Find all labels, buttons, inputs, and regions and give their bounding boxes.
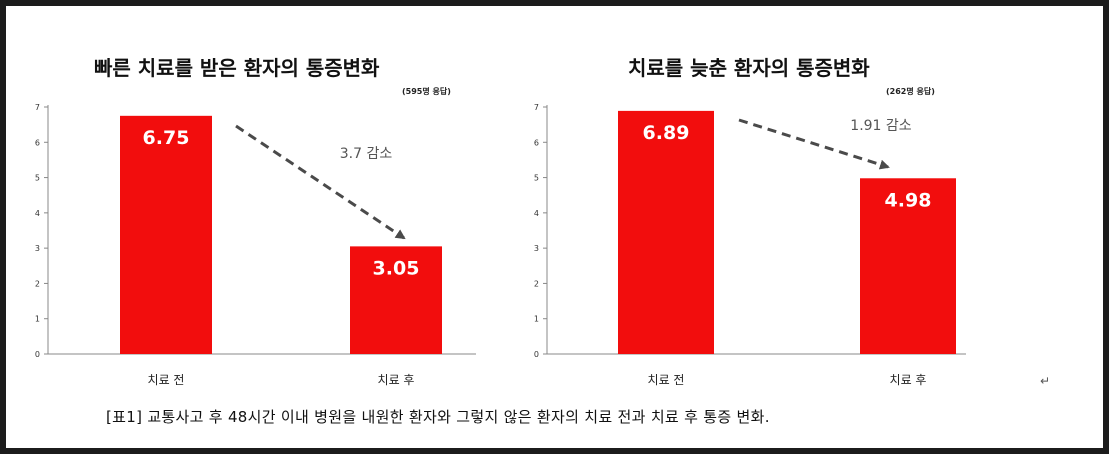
chart-2-bar	[618, 110, 714, 354]
chart-2-y-tick-label: 2	[534, 279, 539, 288]
chart-1-title: 빠른 치료를 받은 환자의 통증변화	[94, 56, 380, 80]
chart-2-bar-value-label: 6.89	[643, 122, 690, 144]
chart-1-y-tick-label: 2	[35, 279, 40, 288]
chart-1-category-label: 치료 전	[148, 373, 185, 387]
chart-2-decrease-arrow	[738, 118, 890, 170]
chart-2-subtitle: (262명 응답)	[886, 87, 935, 96]
chart-1-y-tick-label: 3	[35, 244, 40, 253]
chart-2-y-tick-label: 3	[534, 244, 539, 253]
chart-2-bar-value-label: 4.98	[885, 189, 932, 211]
chart-1-y-tick-label: 4	[35, 209, 40, 218]
chart-2-bar	[860, 178, 956, 354]
chart-1-bar	[120, 115, 212, 354]
chart-2-title: 치료를 늦춘 환자의 통증변화	[628, 56, 870, 80]
chart-1-category-label: 치료 후	[378, 373, 415, 387]
chart-1-bar	[350, 246, 442, 354]
figure-frame: 빠른 치료를 받은 환자의 통증변화 (595명 응답) 치료를 늦춘 환자의 …	[6, 6, 1103, 448]
figure-caption: [표1] 교통사고 후 48시간 이내 병원을 내원한 환자와 그렇지 않은 환…	[106, 408, 770, 426]
chart-1-bar-value-label: 3.05	[373, 257, 420, 279]
chart-2-y-tick-label: 6	[534, 138, 539, 147]
chart-2-y-tick-label: 5	[534, 174, 539, 183]
chart-1-bar-value-label: 6.75	[143, 127, 190, 149]
chart-2-y-tick-label: 0	[534, 350, 539, 359]
return-mark: ↵	[1040, 374, 1051, 388]
chart-1-subtitle: (595명 응답)	[402, 87, 451, 96]
chart-1-decrease-arrow	[235, 124, 406, 240]
charts-canvas: 0 1 2 3 4 5 6 7 6.75 치료 전 3.05 치료 후 3.7 감소 0 1 2 3 4 5 6 7 6.…	[35, 103, 966, 387]
chart-2-decrease-annotation: 1.91 감소	[850, 118, 912, 134]
chart-2-y-tick-label: 1	[534, 315, 539, 324]
chart-1-y-tick-label: 1	[35, 315, 40, 324]
chart-2-y-tick-label: 7	[534, 103, 539, 112]
chart-1-y-tick-label: 6	[35, 138, 40, 147]
chart-1-y-tick-label: 5	[35, 174, 40, 183]
chart-2-y-tick-label: 4	[534, 209, 539, 218]
chart-1-decrease-annotation: 3.7 감소	[340, 146, 393, 162]
chart-2-category-label: 치료 후	[890, 373, 927, 387]
chart-2-category-label: 치료 전	[648, 373, 685, 387]
chart-1-y-tick-label: 0	[35, 350, 40, 359]
chart-1-y-tick-label: 7	[35, 103, 40, 112]
